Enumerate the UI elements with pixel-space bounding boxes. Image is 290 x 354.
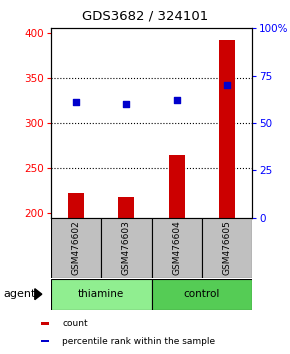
Bar (41, 340, 49, 342)
Text: count: count (62, 319, 88, 328)
Text: GSM476602: GSM476602 (71, 221, 80, 275)
Bar (41, 322, 49, 325)
Text: agent: agent (3, 289, 35, 299)
Point (174, 97, 179, 103)
Bar (68, 193, 84, 354)
Bar (151, 279, 252, 310)
Point (74, 99, 78, 105)
Point (225, 82, 229, 88)
Text: thiamine: thiamine (78, 289, 124, 299)
Text: GSM476605: GSM476605 (223, 220, 232, 275)
Text: GSM476603: GSM476603 (122, 220, 131, 275)
Bar (51, 279, 151, 310)
Text: control: control (184, 289, 220, 299)
Text: GDS3682 / 324101: GDS3682 / 324101 (82, 10, 208, 23)
Bar (118, 197, 134, 354)
Bar (151, 218, 202, 278)
Text: percentile rank within the sample: percentile rank within the sample (62, 337, 215, 346)
Bar (202, 218, 252, 278)
Bar (101, 218, 151, 278)
Text: GSM476604: GSM476604 (172, 221, 181, 275)
Bar (169, 155, 185, 354)
Point (124, 101, 129, 107)
Bar (51, 218, 101, 278)
Bar (219, 40, 235, 354)
